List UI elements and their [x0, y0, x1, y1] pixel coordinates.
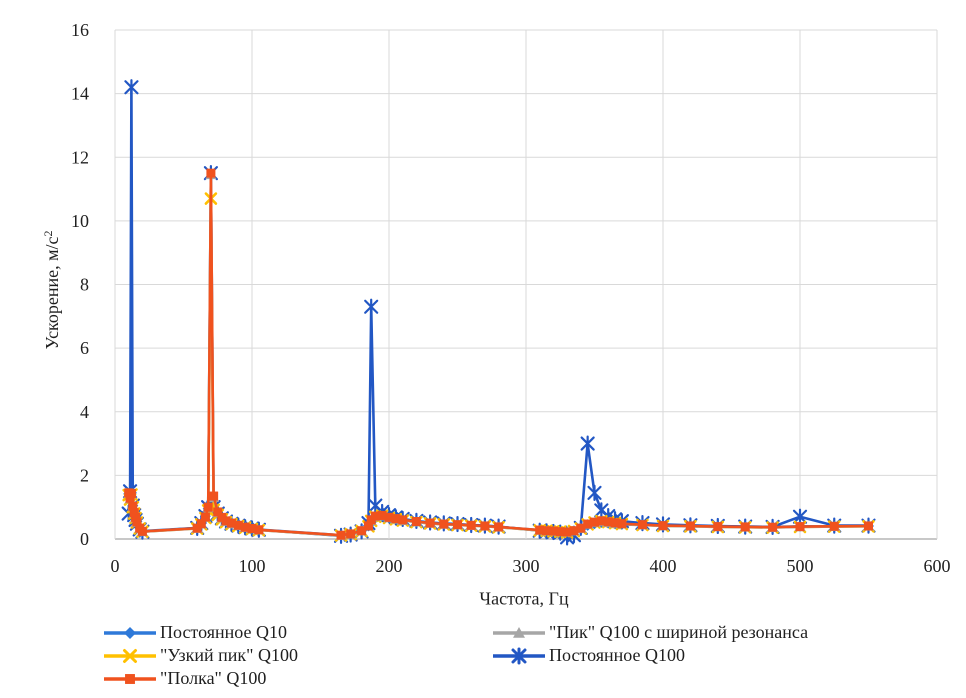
legend-item-triangle: "Пик" Q100 с шириной резонанса: [492, 621, 808, 644]
y-tick-label: 4: [80, 402, 89, 422]
y-tick-label: 6: [80, 338, 89, 358]
legend-item-star: Постоянное Q100: [492, 644, 808, 667]
legend-marker-square-icon: [104, 673, 156, 684]
y-tick-label: 8: [80, 275, 89, 295]
y-tick-label: 16: [71, 20, 89, 40]
y-axis-title-sup: 2: [41, 230, 55, 237]
y-tick-label: 0: [80, 529, 89, 549]
y-axis-title: Ускорение, м/с2: [41, 230, 63, 349]
y-tick-label: 12: [71, 147, 89, 167]
x-tick-label: 500: [787, 556, 814, 576]
y-tick-label: 10: [71, 211, 89, 231]
legend-column-left: Постоянное Q10 "Узкий пик" Q100 "Полка" Q1…: [103, 621, 298, 690]
series-square: [124, 168, 873, 540]
y-axis-title-text: Ускорение, м/с: [42, 236, 62, 350]
legend-marker-diamond-icon: [104, 626, 156, 639]
legend-marker-triangle-icon: [493, 626, 545, 638]
x-tick-label: 0: [111, 556, 120, 576]
series-star: [121, 79, 876, 546]
series-triangle: [123, 169, 874, 540]
legend-marker-star-icon: [493, 647, 545, 664]
x-tick-label: 400: [650, 556, 677, 576]
legend-label: Постоянное Q100: [549, 645, 685, 665]
x-tick-label: 600: [924, 556, 951, 576]
legend-label: Постоянное Q10: [160, 622, 287, 642]
x-axis-title: Частота, Гц: [479, 588, 569, 609]
legend-marker-x-icon: [104, 648, 156, 663]
chart-legend: Постоянное Q10 "Узкий пик" Q100 "Полка" Q1…: [0, 621, 966, 693]
x-tick-label: 300: [513, 556, 540, 576]
x-tick-label: 200: [376, 556, 403, 576]
y-tick-label: 2: [80, 465, 89, 485]
y-tick-label: 14: [71, 84, 89, 104]
series-x: [122, 192, 875, 542]
legend-item-square: "Полка" Q100: [103, 667, 298, 690]
legend-label: "Узкий пик" Q100: [160, 645, 298, 665]
legend-column-right: "Пик" Q100 с шириной резонанса Постоянное…: [492, 621, 808, 667]
legend-item-diamond: Постоянное Q10: [103, 621, 298, 644]
legend-label: "Пик" Q100 с шириной резонанса: [549, 622, 809, 642]
legend-item-x: "Узкий пик" Q100: [103, 644, 298, 667]
x-tick-label: 100: [239, 556, 266, 576]
legend-label: "Полка" Q100: [160, 668, 267, 688]
